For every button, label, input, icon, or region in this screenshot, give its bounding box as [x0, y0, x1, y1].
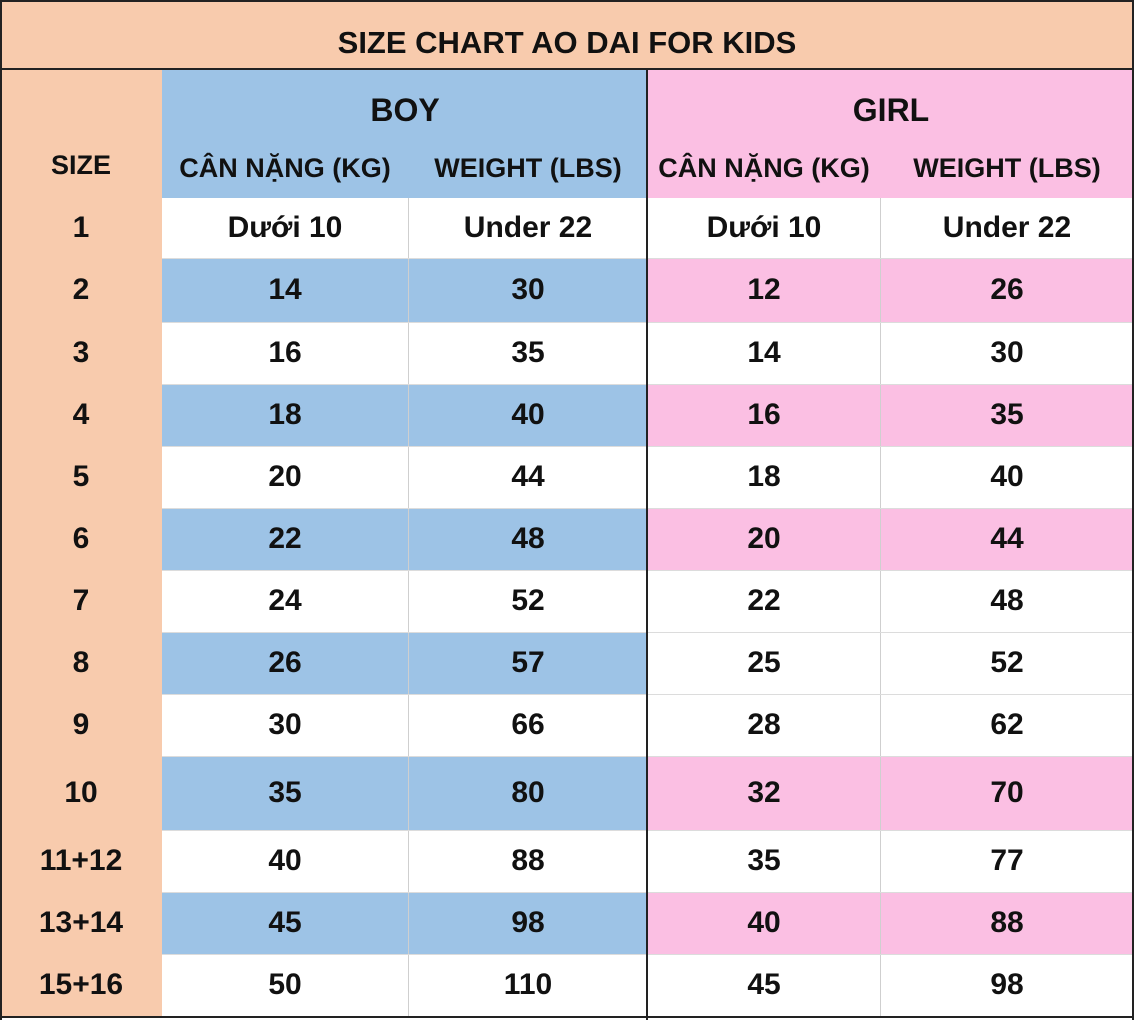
boy-kg-cell: 30 — [162, 694, 408, 756]
size-cell: 10 — [0, 756, 162, 830]
boy-lbs-cell: 110 — [408, 954, 648, 1016]
grid-hline — [162, 446, 1134, 447]
girl-kg-cell: 32 — [648, 756, 880, 830]
boy-lbs-cell: 52 — [408, 570, 648, 632]
boy-kg-cell: Dưới 10 — [162, 198, 408, 258]
boy-lbs-cell: 35 — [408, 322, 648, 384]
girl-kg-cell: 14 — [648, 322, 880, 384]
girl-lbs-cell: 62 — [880, 694, 1134, 756]
grid-hline — [162, 258, 1134, 259]
girl-lbs-cell: 88 — [880, 892, 1134, 954]
boy-kg-cell: 40 — [162, 830, 408, 892]
boy-group-header: BOY — [162, 70, 648, 148]
boy-kg-cell: 50 — [162, 954, 408, 1016]
girl-lbs-cell: 70 — [880, 756, 1134, 830]
girl-kg-cell: 18 — [648, 446, 880, 508]
size-cell: 15+16 — [0, 954, 162, 1016]
bottom-border — [0, 1016, 1134, 1018]
boy-lbs-cell: 98 — [408, 892, 648, 954]
size-cell: 13+14 — [0, 892, 162, 954]
size-cell: 7 — [0, 570, 162, 632]
size-cell: 9 — [0, 694, 162, 756]
size-cell: 1 — [0, 198, 162, 258]
grid-hline — [162, 830, 1134, 831]
girl-kg-cell: 45 — [648, 954, 880, 1016]
girl-lbs-cell: 52 — [880, 632, 1134, 694]
girl-kg-cell: 25 — [648, 632, 880, 694]
girl-lbs-cell: 35 — [880, 384, 1134, 446]
grid-hline — [162, 632, 1134, 633]
size-cell: 11+12 — [0, 830, 162, 892]
right-border — [1132, 0, 1134, 1020]
boy-lbs-cell: 40 — [408, 384, 648, 446]
size-cell: 5 — [0, 446, 162, 508]
girl-lbs-header: WEIGHT (LBS) — [880, 138, 1134, 198]
boy-kg-cell: 45 — [162, 892, 408, 954]
girl-kg-cell: 28 — [648, 694, 880, 756]
size-cell: 6 — [0, 508, 162, 570]
boy-lbs-header: WEIGHT (LBS) — [408, 138, 648, 198]
boy-kg-header: CÂN NẶNG (KG) — [162, 138, 408, 198]
boy-kg-cell: 16 — [162, 322, 408, 384]
chart-title: SIZE CHART AO DAI FOR KIDS — [0, 0, 1134, 70]
girl-lbs-cell: 40 — [880, 446, 1134, 508]
girl-group-header: GIRL — [648, 70, 1134, 148]
girl-kg-cell: 20 — [648, 508, 880, 570]
boy-lbs-cell: 30 — [408, 258, 648, 322]
boy-lbs-cell: 66 — [408, 694, 648, 756]
boy-lbs-cell: 88 — [408, 830, 648, 892]
girl-lbs-cell: 77 — [880, 830, 1134, 892]
boy-lbs-cell: 57 — [408, 632, 648, 694]
girl-kg-cell: 40 — [648, 892, 880, 954]
size-cell: 4 — [0, 384, 162, 446]
boy-kg-cell: 26 — [162, 632, 408, 694]
girl-lbs-cell: 98 — [880, 954, 1134, 1016]
grid-hline — [162, 508, 1134, 509]
grid-hline — [162, 954, 1134, 955]
girl-kg-cell: 22 — [648, 570, 880, 632]
size-cell: 3 — [0, 322, 162, 384]
grid-hline — [162, 756, 1134, 757]
grid-hline — [162, 892, 1134, 893]
boy-kg-cell: 24 — [162, 570, 408, 632]
grid-hline — [162, 570, 1134, 571]
girl-kg-cell: 35 — [648, 830, 880, 892]
girl-kg-cell: 12 — [648, 258, 880, 322]
grid-hline — [162, 694, 1134, 695]
left-border — [0, 0, 2, 1020]
girl-kg-header: CÂN NẶNG (KG) — [648, 138, 880, 198]
grid-vline — [408, 198, 409, 1016]
boy-kg-cell: 20 — [162, 446, 408, 508]
boy-lbs-cell: 48 — [408, 508, 648, 570]
boy-kg-cell: 18 — [162, 384, 408, 446]
boy-kg-cell: 22 — [162, 508, 408, 570]
boy-lbs-cell: 80 — [408, 756, 648, 830]
boy-lbs-cell: 44 — [408, 446, 648, 508]
girl-kg-cell: 16 — [648, 384, 880, 446]
size-cell: 8 — [0, 632, 162, 694]
girl-lbs-cell: Under 22 — [880, 198, 1134, 258]
group-divider — [646, 70, 648, 1020]
girl-lbs-cell: 30 — [880, 322, 1134, 384]
size-cell: 2 — [0, 258, 162, 322]
girl-lbs-cell: 44 — [880, 508, 1134, 570]
girl-lbs-cell: 48 — [880, 570, 1134, 632]
size-column-header: SIZE — [0, 70, 162, 198]
boy-kg-cell: 14 — [162, 258, 408, 322]
grid-hline — [162, 384, 1134, 385]
girl-kg-cell: Dưới 10 — [648, 198, 880, 258]
grid-vline — [880, 198, 881, 1016]
boy-kg-cell: 35 — [162, 756, 408, 830]
girl-lbs-cell: 26 — [880, 258, 1134, 322]
boy-lbs-cell: Under 22 — [408, 198, 648, 258]
grid-hline — [162, 322, 1134, 323]
